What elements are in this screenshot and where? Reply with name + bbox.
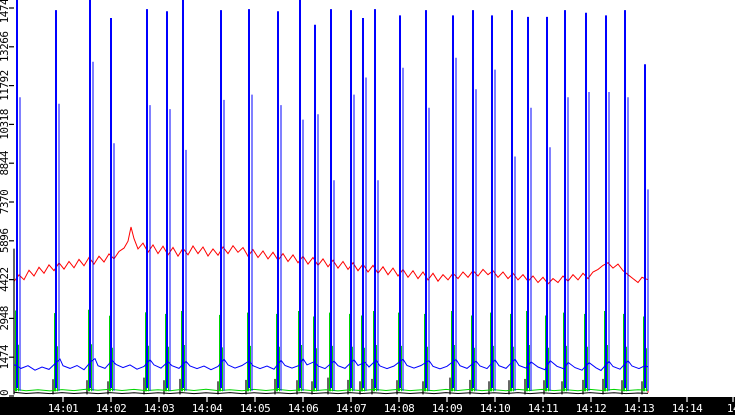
- y-tick-label: 14740: [0, 0, 11, 23]
- x-tick-label: 14:02: [96, 402, 127, 415]
- x-tick-label: 14:08: [384, 402, 415, 415]
- black-series: [13, 248, 649, 395]
- y-tick-label: 2948: [0, 306, 11, 331]
- y-tick-label: 11792: [0, 70, 11, 101]
- y-tick-label: 0: [0, 390, 11, 396]
- x-tick-label: 14:01: [48, 402, 79, 415]
- y-tick-label: 8844: [0, 150, 11, 175]
- x-axis: 14:01 14:02 14:03 14:04 14:05 14:06 14:07 14:08…: [0, 397, 735, 415]
- y-tick-label: 7370: [0, 190, 11, 215]
- x-tick-label: 14:09: [432, 402, 463, 415]
- x-tick-label: 14: [727, 402, 735, 415]
- x-tick-label: 14:03: [144, 402, 175, 415]
- x-tick-label: 14:10: [480, 402, 511, 415]
- x-tick-label: 14:04: [192, 402, 223, 415]
- y-tick-label: 4422: [0, 267, 11, 292]
- y-tick-label: 5896: [0, 229, 11, 254]
- x-tick-label: 14:07: [336, 402, 367, 415]
- blue-spike-series: [16, 0, 649, 391]
- blue-baseline-series: [13, 357, 649, 372]
- y-tick-label: 13266: [0, 31, 11, 62]
- x-tick-label: 14:14: [672, 402, 703, 415]
- y-tick-label: 10318: [0, 109, 11, 140]
- x-tick-label: 14:12: [576, 402, 607, 415]
- y-axis: 0 1474 2948 4422 5896 7370 8844 10318 11792 13266…: [0, 0, 14, 397]
- y-tick-label: 1474: [0, 344, 11, 369]
- x-tick-label: 14:13: [624, 402, 655, 415]
- x-tick-label: 14:11: [528, 402, 559, 415]
- x-tick-label: 14:06: [288, 402, 319, 415]
- x-tick-label: 14:05: [240, 402, 271, 415]
